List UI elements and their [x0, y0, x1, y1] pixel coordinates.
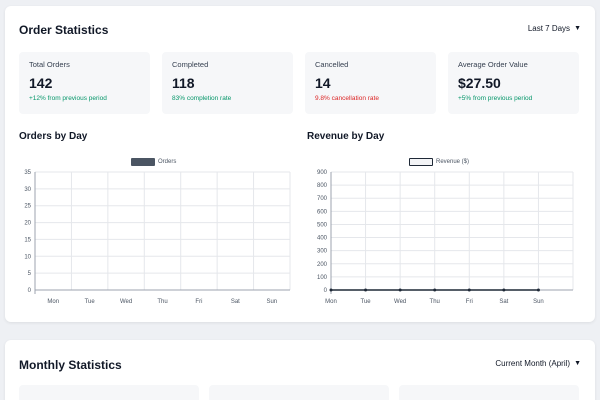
stat-completed: Completed 118 83% completion rate [162, 52, 293, 114]
month-select-label: Current Month (April) [495, 359, 571, 368]
point-thu [433, 288, 437, 292]
y-tick-label: 900 [317, 170, 328, 176]
point-sun [536, 288, 540, 292]
y-tick-label: 100 [317, 275, 328, 281]
stat-value: 118 [172, 75, 195, 91]
y-tick-label: 200 [317, 262, 328, 268]
x-tick-label: Tue [361, 299, 372, 305]
point-tue [364, 288, 368, 292]
order-statistics-title: Order Statistics [19, 23, 109, 37]
y-tick-label: 15 [24, 237, 31, 243]
y-tick-label: 30 [24, 187, 31, 193]
stat-label: Total Orders [29, 60, 70, 69]
chevron-down-icon: ▼ [574, 360, 581, 367]
x-tick-label: Fri [195, 299, 202, 305]
stat-value: 14 [315, 75, 331, 91]
point-sat [502, 288, 506, 292]
monthly-stat-box [399, 385, 579, 400]
x-tick-label: Wed [120, 299, 132, 305]
revenue-chart-title: Revenue by Day [307, 131, 385, 142]
y-tick-label: 10 [24, 254, 31, 260]
legend-swatch-orders [131, 158, 155, 166]
stat-cancelled: Cancelled 14 9.8% cancellation rate [305, 52, 436, 114]
x-tick-label: Sat [231, 299, 240, 305]
point-mon [329, 288, 333, 292]
x-tick-label: Sun [266, 299, 277, 305]
orders-legend[interactable]: Orders [131, 158, 176, 166]
y-tick-label: 35 [24, 170, 31, 176]
revenue-legend[interactable]: Revenue ($) [409, 158, 469, 166]
stat-note: +12% from previous period [29, 95, 107, 102]
y-tick-label: 500 [317, 222, 328, 228]
y-tick-label: 800 [317, 183, 328, 189]
x-tick-label: Fri [466, 299, 473, 305]
y-tick-label: 0 [324, 288, 328, 294]
y-tick-label: 20 [24, 221, 31, 227]
orders-chart-title: Orders by Day [19, 131, 88, 142]
y-tick-label: 700 [317, 196, 328, 202]
stat-value: 142 [29, 75, 53, 91]
monthly-statistics-card: Monthly Statistics Current Month (April)… [5, 340, 595, 400]
y-tick-label: 400 [317, 236, 328, 242]
order-statistics-card: Order Statistics Last 7 Days ▼ Total Ord… [5, 6, 595, 322]
stat-value: $27.50 [458, 75, 501, 91]
y-tick-label: 600 [317, 209, 328, 215]
x-tick-label: Sun [533, 299, 544, 305]
legend-swatch-revenue [409, 158, 433, 166]
x-tick-label: Thu [157, 299, 167, 305]
legend-label-revenue: Revenue ($) [436, 159, 470, 165]
x-tick-label: Sat [499, 299, 508, 305]
stat-total-orders: Total Orders 142 +12% from previous peri… [19, 52, 150, 114]
x-tick-label: Mon [325, 299, 337, 305]
y-tick-label: 25 [24, 204, 31, 210]
range-select[interactable]: Last 7 Days ▼ [528, 24, 581, 33]
stat-note: 9.8% cancellation rate [315, 95, 379, 102]
y-tick-label: 5 [28, 271, 32, 277]
point-wed [398, 288, 402, 292]
point-fri [467, 288, 471, 292]
stat-note: +5% from previous period [458, 95, 533, 102]
y-tick-label: 0 [28, 288, 32, 294]
legend-label-orders: Orders [158, 159, 177, 165]
revenue-by-day-chart: 0 100 200 300 400 500 600 700 800 900 Mon Tue Wed Thu… [317, 170, 574, 305]
orders-by-day-chart: 0 5 10 15 20 25 30 35 Mon Tue Wed Thu Fri Sat Sun [24, 170, 291, 305]
chevron-down-icon: ▼ [574, 25, 581, 32]
stat-label: Cancelled [315, 60, 349, 69]
x-tick-label: Tue [85, 299, 96, 305]
monthly-statistics-title: Monthly Statistics [19, 358, 122, 372]
stat-label: Average Order Value [458, 60, 528, 69]
x-tick-label: Wed [394, 299, 406, 305]
range-select-label: Last 7 Days [527, 24, 571, 33]
stat-note: 83% completion rate [172, 95, 232, 102]
x-tick-label: Mon [47, 299, 59, 305]
y-tick-label: 300 [317, 249, 328, 255]
monthly-stat-box [209, 385, 389, 400]
stat-label: Completed [172, 60, 209, 69]
monthly-stat-box [19, 385, 199, 400]
x-tick-label: Thu [430, 299, 440, 305]
month-select[interactable]: Current Month (April) ▼ [495, 359, 581, 368]
stat-average-order-value: Average Order Value $27.50 +5% from prev… [448, 52, 579, 114]
